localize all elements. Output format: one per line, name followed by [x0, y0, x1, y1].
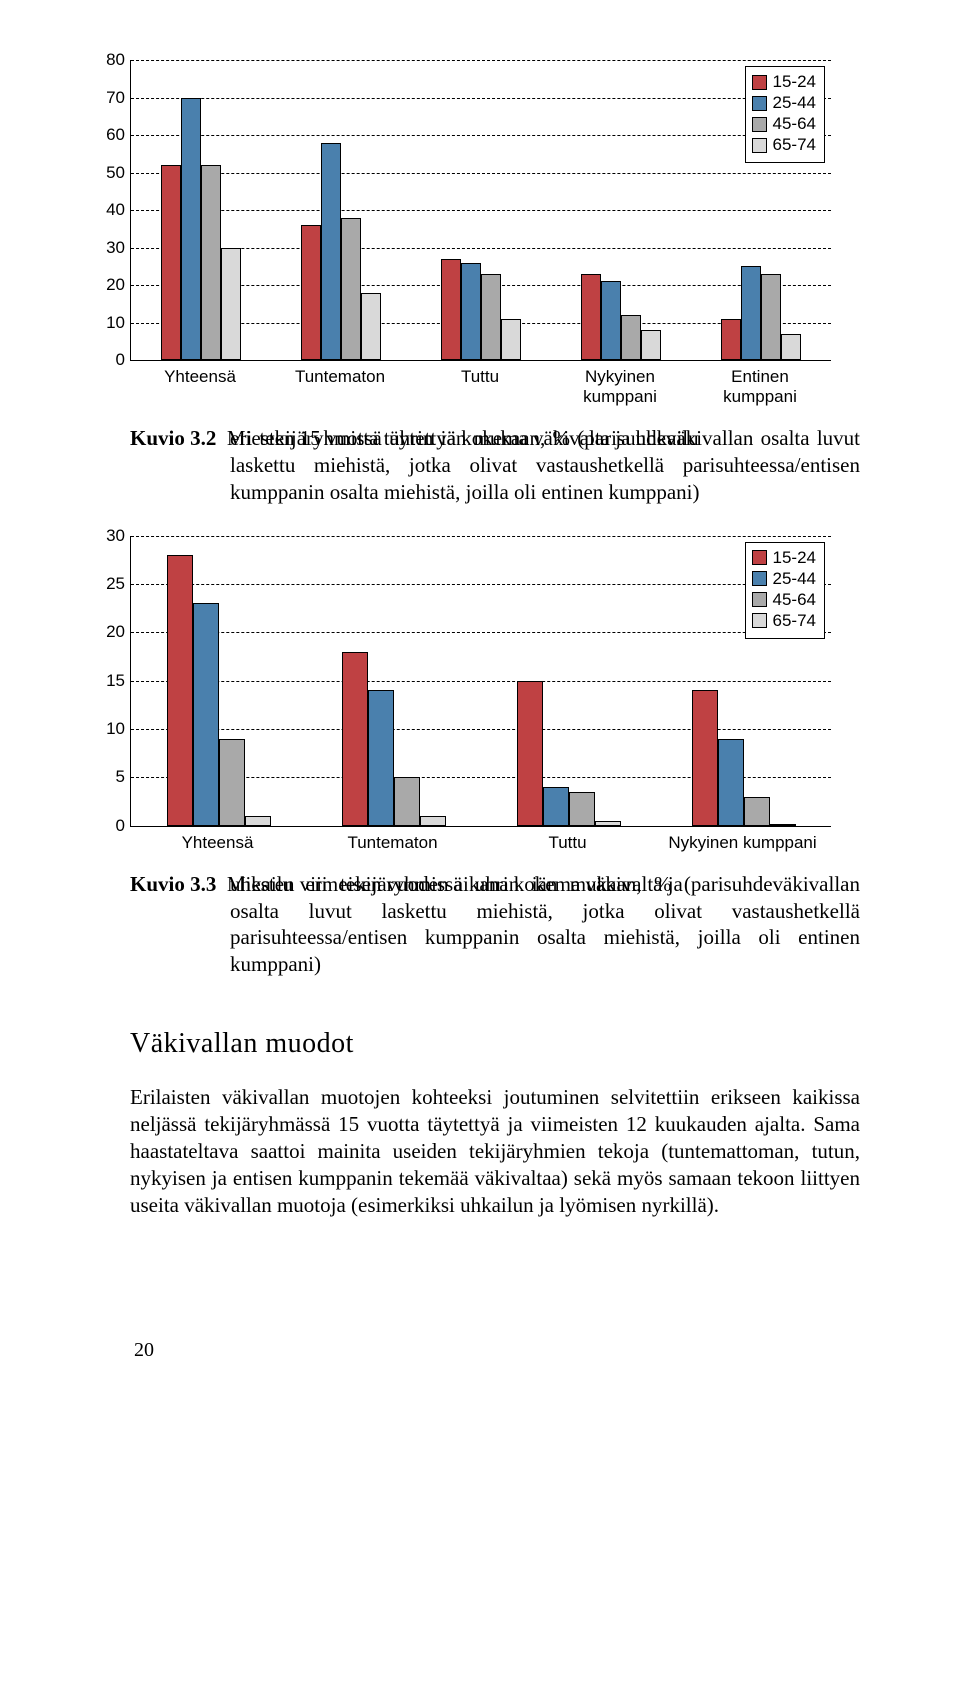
bar [321, 143, 341, 361]
bar-groups [131, 536, 831, 826]
bar-group [301, 143, 381, 361]
chart1-container: 0102030405060708015-2425-4445-6465-74 Yh… [130, 60, 860, 407]
bar-group [721, 266, 801, 360]
chart1-xlabels: YhteensäTuntematonTuttuNykyinenkumppaniE… [130, 361, 830, 407]
bar [601, 281, 621, 360]
caption1-kuvio: Kuvio 3.2 [130, 426, 216, 450]
x-axis-label: Tuntematon [270, 367, 410, 407]
bar [770, 824, 796, 826]
bar [201, 165, 221, 360]
y-axis-label: 0 [116, 350, 131, 370]
y-axis-label: 80 [106, 50, 131, 70]
y-axis-label: 10 [106, 719, 131, 739]
bar [718, 739, 744, 826]
y-axis-label: 15 [106, 671, 131, 691]
y-axis-label: 50 [106, 163, 131, 183]
bar [581, 274, 601, 360]
bar [219, 739, 245, 826]
bar [741, 266, 761, 360]
y-axis-label: 70 [106, 88, 131, 108]
bar-groups [131, 60, 831, 360]
x-axis-label: Tuntematon [305, 833, 480, 853]
bar [342, 652, 368, 826]
bar-group [441, 259, 521, 360]
x-axis-label: Nykyinenkumppani [550, 367, 690, 407]
x-axis-label: Yhteensä [130, 833, 305, 853]
section-heading: Väkivallan muodot [130, 1028, 860, 1060]
caption-chart2: Kuvio 3.3 Miesten viimeisen vuoden aikan… [130, 871, 860, 979]
bar [245, 816, 271, 826]
bar [761, 274, 781, 360]
y-axis-label: 20 [106, 622, 131, 642]
page-number: 20 [134, 1339, 860, 1362]
bar [461, 263, 481, 361]
bar [781, 334, 801, 360]
bar-group [581, 274, 661, 360]
bar [543, 787, 569, 826]
bar-group [517, 681, 621, 826]
bar [744, 797, 770, 826]
y-axis-label: 30 [106, 526, 131, 546]
bar [517, 681, 543, 826]
y-axis-label: 10 [106, 313, 131, 333]
y-axis-label: 0 [116, 816, 131, 836]
bar [341, 218, 361, 361]
bar [569, 792, 595, 826]
chart2-plot: 05101520253015-2425-4445-6465-74 [130, 536, 831, 827]
bar [721, 319, 741, 360]
bar [193, 603, 219, 825]
bar [394, 777, 420, 825]
bar [501, 319, 521, 360]
y-axis-label: 25 [106, 574, 131, 594]
y-axis-label: 40 [106, 200, 131, 220]
bar [420, 816, 446, 826]
x-axis-label: Tuttu [480, 833, 655, 853]
caption2-kuvio: Kuvio 3.3 [130, 872, 216, 896]
bar-group [167, 555, 271, 826]
bar [167, 555, 193, 826]
chart2-container: 05101520253015-2425-4445-6465-74 Yhteens… [130, 536, 860, 853]
bar [368, 690, 394, 825]
bar [441, 259, 461, 360]
chart1-plot: 0102030405060708015-2425-4445-6465-74 [130, 60, 831, 361]
bar [621, 315, 641, 360]
x-axis-label: Yhteensä [130, 367, 270, 407]
y-axis-label: 30 [106, 238, 131, 258]
bar [161, 165, 181, 360]
x-axis-label: Tuttu [410, 367, 550, 407]
bar [301, 225, 321, 360]
bar [481, 274, 501, 360]
y-axis-label: 5 [116, 767, 131, 787]
bar [221, 248, 241, 361]
bar [181, 98, 201, 361]
y-axis-label: 60 [106, 125, 131, 145]
bar [595, 821, 621, 826]
bar-group [161, 98, 241, 361]
bar [692, 690, 718, 825]
bar-group [692, 690, 796, 825]
caption-chart1: Kuvio 3.2 Miesten 15 vuotta täytettyä ko… [130, 425, 860, 506]
bar [641, 330, 661, 360]
body-paragraph: Erilaisten väkivallan muotojen kohteeksi… [130, 1084, 860, 1218]
bar-group [342, 652, 446, 826]
y-axis-label: 20 [106, 275, 131, 295]
x-axis-label: Entinenkumppani [690, 367, 830, 407]
bar [361, 293, 381, 361]
chart2-xlabels: YhteensäTuntematonTuttuNykyinen kumppani [130, 827, 830, 853]
x-axis-label: Nykyinen kumppani [655, 833, 830, 853]
